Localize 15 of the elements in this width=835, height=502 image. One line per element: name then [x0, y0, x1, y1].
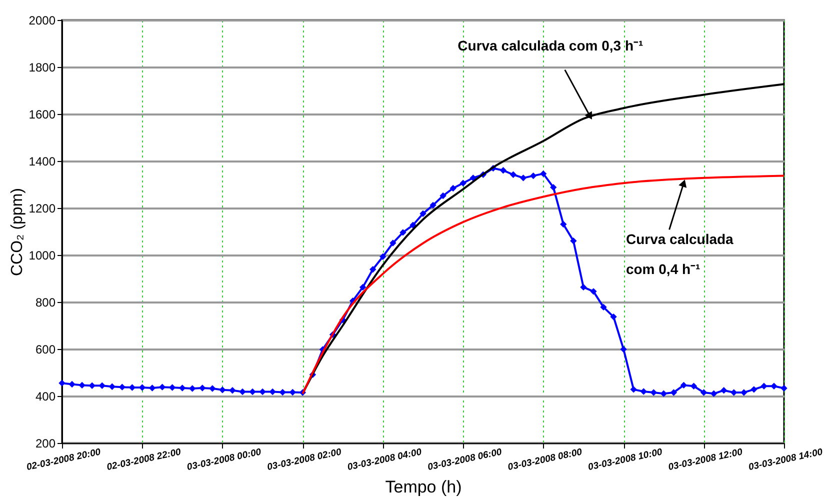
y-tick-label: 1200	[28, 202, 56, 216]
y-axis-title: CCO₂ (ppm)	[8, 188, 26, 276]
y-tick-label: 800	[35, 296, 56, 310]
y-tick-label: 1400	[28, 154, 56, 168]
x-axis-title: Tempo (h)	[385, 478, 462, 497]
annotation: Curva calculada com 0,4 h⁻¹	[626, 231, 734, 278]
y-tick-label: 1000	[28, 248, 56, 262]
y-tick-label: 2000	[28, 14, 56, 28]
y-tick-label: 1600	[28, 108, 56, 122]
y-tick-label: 200	[35, 436, 56, 450]
y-tick-label: 400	[35, 390, 56, 404]
y-tick-label: 600	[35, 342, 56, 356]
line-series	[302, 174, 785, 395]
y-tick-label: 1800	[28, 60, 56, 74]
annotation: Curva calculada com 0,3 h⁻¹	[458, 38, 644, 54]
